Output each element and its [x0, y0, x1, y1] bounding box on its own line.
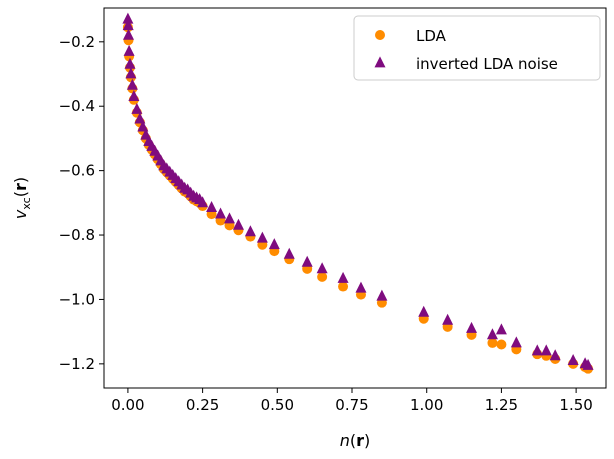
inverted-point — [244, 225, 256, 237]
inverted-point — [531, 344, 543, 356]
legend-box — [353, 15, 601, 81]
legend-label-1: LDA — [416, 27, 447, 45]
inverted-point — [256, 231, 268, 243]
inverted-point — [197, 196, 209, 208]
lda-point — [487, 337, 498, 348]
inverted-point — [301, 255, 313, 267]
inverted-point — [224, 212, 235, 224]
inverted-point — [549, 349, 561, 361]
inverted-point — [137, 120, 149, 132]
legend-marker-2 — [374, 56, 386, 68]
x-tick-label: 1.50 — [559, 396, 592, 414]
inverted-point — [122, 12, 134, 24]
legend-marker-1 — [375, 30, 385, 40]
inverted-point — [134, 112, 146, 124]
inverted-point — [124, 57, 136, 69]
y-tick-label: −0.2 — [59, 33, 95, 51]
x-tick-label: 0.00 — [111, 396, 144, 414]
y-tick-label: −0.8 — [59, 226, 95, 244]
x-tick-label: 1.25 — [485, 396, 518, 414]
inverted-point — [567, 354, 579, 366]
x-tick-label: 0.50 — [261, 396, 294, 414]
plot-frame — [103, 7, 607, 389]
y-tick-label: −0.4 — [59, 97, 95, 115]
inverted-point — [126, 78, 138, 90]
inverted-point — [418, 305, 430, 317]
inverted-point — [215, 207, 227, 219]
x-tick-label: 0.75 — [335, 396, 368, 414]
y-axis-label: vxc(r) — [11, 177, 33, 219]
inverted-point — [466, 321, 478, 333]
inverted-point — [486, 328, 498, 340]
inverted-point — [376, 289, 388, 301]
inverted-point — [232, 218, 244, 230]
inverted-point — [540, 344, 552, 356]
inverted-point — [337, 271, 349, 283]
inverted-point — [283, 247, 295, 259]
inverted-point — [128, 89, 140, 101]
inverted-point — [123, 44, 135, 56]
x-axis-label: n(r) — [340, 431, 371, 450]
legend: LDA inverted LDA noise — [353, 15, 601, 81]
inverted-point — [582, 358, 594, 370]
lda-point — [317, 271, 328, 282]
lda-point — [338, 281, 349, 292]
inverted-point — [268, 238, 280, 250]
inverted-point — [355, 281, 367, 293]
lda-point — [496, 339, 507, 350]
inverted-point — [131, 102, 143, 114]
x-tick-label: 1.00 — [410, 396, 443, 414]
axes-layer: 0.00 0.25 0.50 0.75 1.00 1.25 1.50 −0.2 −0.4 −0.6… — [11, 7, 607, 450]
inverted-point — [316, 262, 328, 274]
series-2 — [122, 12, 594, 370]
inverted-point — [123, 28, 135, 40]
inverted-point — [442, 313, 454, 325]
y-tick-label: −1.0 — [59, 290, 95, 308]
inverted-point — [125, 67, 137, 79]
y-tick-label: −1.2 — [59, 355, 95, 373]
inverted-point — [206, 201, 218, 213]
legend-label-2: inverted LDA noise — [416, 55, 558, 73]
inverted-point — [495, 323, 507, 335]
inverted-point — [510, 336, 522, 348]
inverted-point — [122, 19, 134, 31]
y-tick-label: −0.6 — [59, 162, 95, 180]
marks-layer — [122, 12, 594, 374]
x-tick-label: 0.25 — [186, 396, 219, 414]
